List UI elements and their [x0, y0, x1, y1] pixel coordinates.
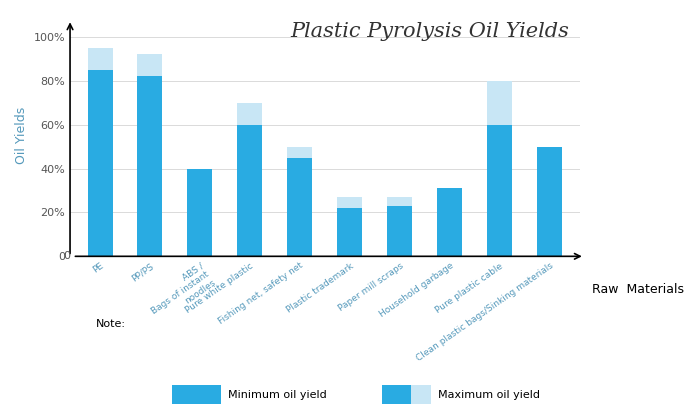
- Text: Raw  Materials: Raw Materials: [592, 283, 684, 296]
- Bar: [137, 76, 162, 256]
- Bar: [237, 125, 262, 256]
- Bar: [172, 386, 220, 404]
- Y-axis label: Oil Yields: Oil Yields: [15, 107, 28, 164]
- Bar: [387, 197, 412, 256]
- Bar: [337, 197, 363, 256]
- Bar: [487, 125, 512, 256]
- Text: Minimum oil yield: Minimum oil yield: [228, 390, 326, 399]
- Bar: [411, 386, 430, 404]
- Bar: [88, 70, 113, 256]
- Bar: [537, 147, 562, 256]
- Bar: [288, 147, 312, 256]
- Bar: [382, 386, 411, 404]
- Bar: [487, 81, 512, 256]
- Text: 0: 0: [63, 251, 70, 261]
- Text: Maximum oil yield: Maximum oil yield: [438, 390, 540, 399]
- Bar: [438, 188, 462, 256]
- Bar: [387, 206, 412, 256]
- Bar: [438, 188, 462, 256]
- Bar: [137, 55, 162, 256]
- Bar: [188, 169, 212, 256]
- Bar: [537, 147, 562, 256]
- Bar: [337, 208, 363, 256]
- Bar: [237, 103, 262, 256]
- Bar: [188, 169, 212, 256]
- Text: Plastic Pyrolysis Oil Yields: Plastic Pyrolysis Oil Yields: [290, 22, 570, 41]
- Bar: [88, 48, 113, 256]
- Text: Note:: Note:: [95, 319, 125, 329]
- Bar: [288, 157, 312, 256]
